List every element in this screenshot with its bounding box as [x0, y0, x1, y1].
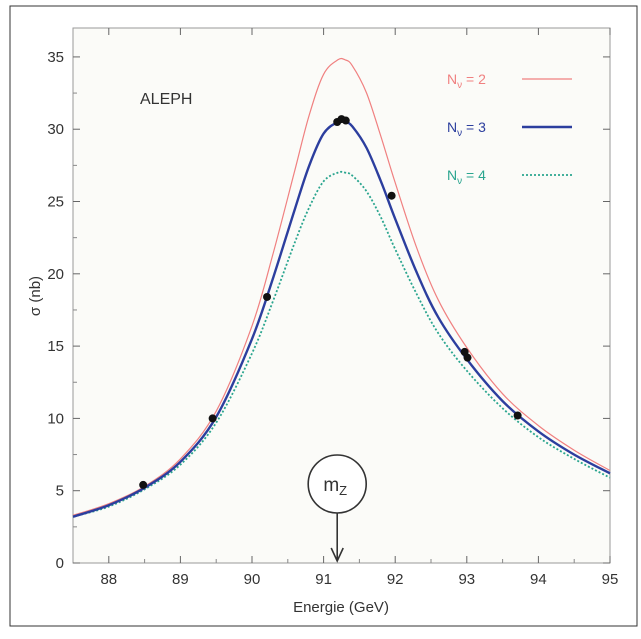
legend: Nν = 2 Nν = 3 Nν = 4 [447, 71, 572, 187]
data-point [341, 116, 350, 125]
x-tick-label: 93 [458, 571, 475, 588]
y-tick-label: 35 [47, 49, 64, 66]
y-tick-label: 5 [56, 483, 64, 500]
data-points-layer [139, 115, 522, 489]
x-tick-label: 91 [315, 571, 332, 588]
x-tick-label: 92 [387, 571, 404, 588]
axes-layer: 88 89 90 91 92 93 94 95 0 5 10 15 20 25 30 35 [47, 28, 618, 588]
x-tick-label: 89 [172, 571, 189, 588]
x-tick-label: 90 [244, 571, 261, 588]
y-tick-label: 30 [47, 121, 64, 138]
y-tick-label: 10 [47, 410, 64, 427]
experiment-label: ALEPH [140, 91, 192, 108]
legend-label: Nν = 4 [447, 167, 486, 187]
data-point [263, 292, 272, 301]
x-tick-label: 95 [602, 571, 619, 588]
legend-label: Nν = 2 [447, 71, 486, 91]
mz-arrow-head [330, 547, 344, 563]
x-axis-label: Energie (GeV) [293, 599, 389, 616]
y-tick-label: 0 [56, 555, 64, 572]
y-tick-label: 15 [47, 338, 64, 355]
series-line-n4 [72, 170, 611, 518]
y-axis-label: σ (nb) [27, 276, 44, 316]
x-tick-label: 88 [100, 571, 117, 588]
data-point [463, 353, 472, 362]
legend-label: Nν = 3 [447, 119, 486, 139]
x-tick-label: 94 [530, 571, 547, 588]
y-tick-label: 20 [47, 266, 64, 283]
mz-marker: mZ [307, 454, 368, 563]
y-tick-label: 25 [47, 194, 64, 211]
mz-label: mZ [323, 475, 347, 498]
data-point [387, 191, 396, 200]
data-point [139, 480, 148, 489]
data-point [208, 414, 217, 423]
data-point [513, 411, 522, 420]
